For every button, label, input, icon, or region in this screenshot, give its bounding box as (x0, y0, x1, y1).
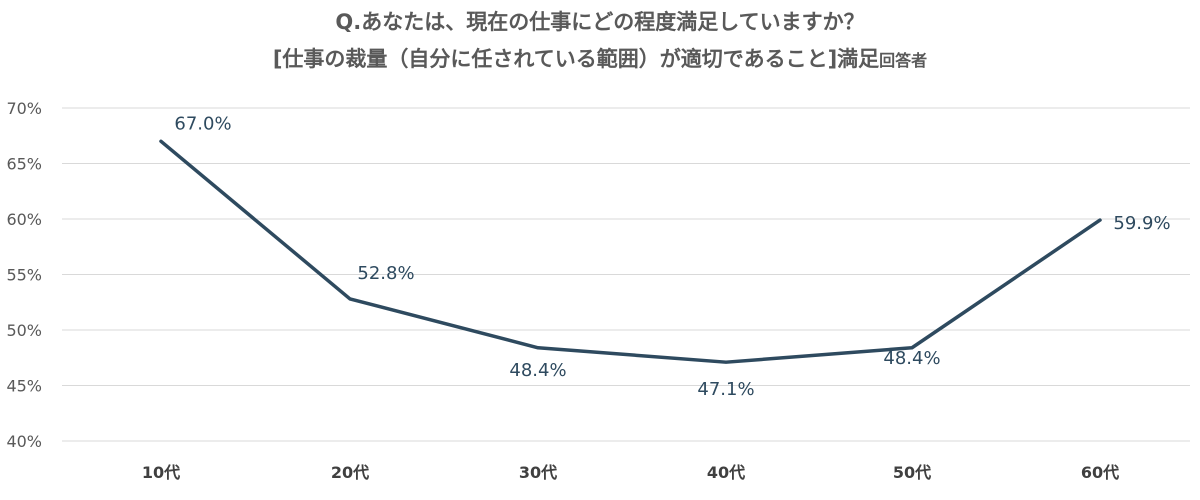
x-tick-label: 50代 (893, 463, 931, 482)
x-tick-label: 10代 (142, 463, 180, 482)
x-tick-label: 60代 (1081, 463, 1119, 482)
y-tick-label: 50% (6, 321, 42, 340)
data-label: 52.8% (357, 263, 414, 284)
y-tick-label: 40% (6, 432, 42, 451)
y-tick-label: 45% (6, 377, 42, 396)
chart-subtitle: [仕事の裁量（自分に任されている範囲）が適切であること]満足回答者 (0, 43, 1200, 73)
data-label: 59.9% (1113, 213, 1170, 234)
data-label: 48.4% (883, 348, 940, 369)
chart-title: Q.あなたは、現在の仕事にどの程度満足していますか？ (335, 10, 865, 34)
x-tick-label: 20代 (331, 463, 369, 482)
series-line (159, 139, 1102, 364)
y-tick-label: 55% (6, 266, 42, 285)
y-tick-label: 70% (6, 99, 42, 118)
x-tick-label: 40代 (707, 463, 745, 482)
data-label: 67.0% (174, 113, 231, 134)
chart-subtitle-main: [仕事の裁量（自分に任されている範囲）が適切であること]満足 (272, 47, 880, 71)
y-tick-label: 60% (6, 210, 42, 229)
y-tick-label: 65% (6, 155, 42, 174)
x-tick-label: 30代 (519, 463, 557, 482)
data-label: 47.1% (697, 379, 754, 400)
data-label: 48.4% (509, 360, 566, 381)
chart-subtitle-suffix: 回答者 (879, 51, 928, 70)
